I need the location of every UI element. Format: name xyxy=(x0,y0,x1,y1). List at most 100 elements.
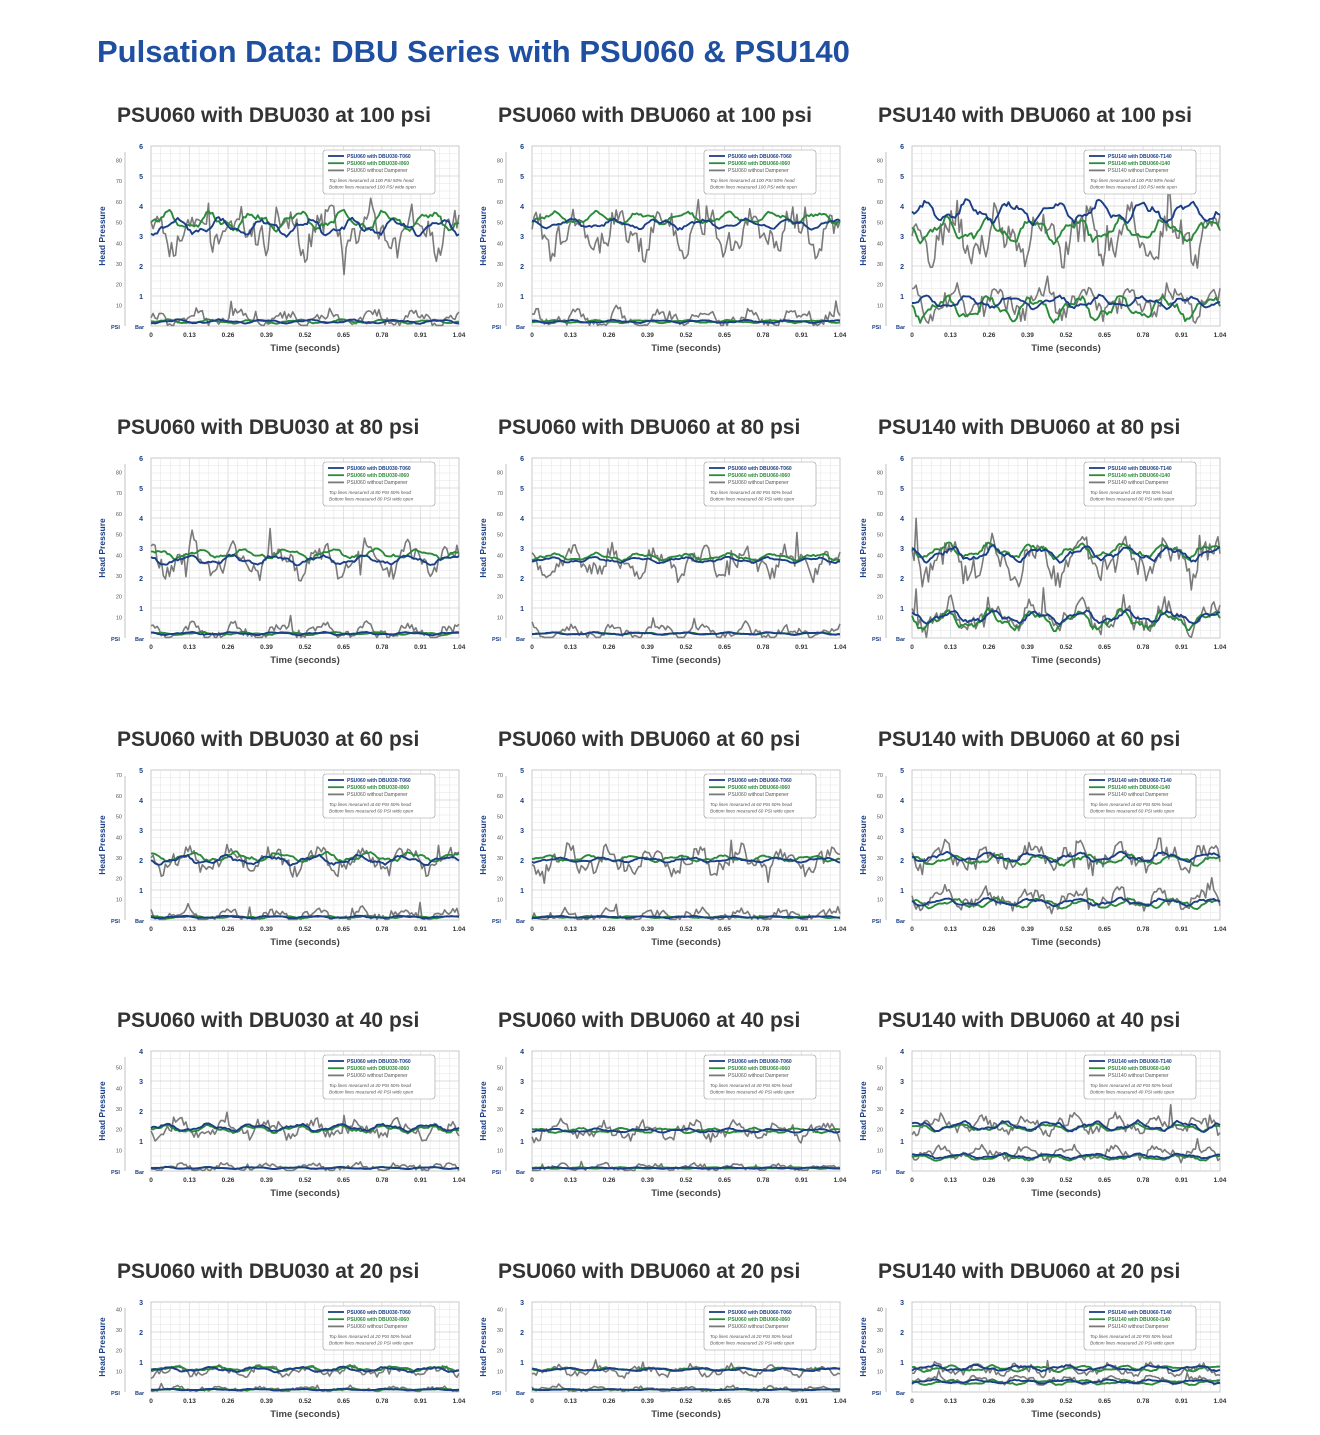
psi-tick-label: 20 xyxy=(497,595,503,601)
psi-tick-label: 30 xyxy=(877,1328,883,1334)
legend-entry: PSU060 with DBU030-T060 xyxy=(347,778,411,784)
pulsation-chart: 80 70 60 50 40 30 20 10 1 2 3 4 5 6 PSI Bar Head Pressur… xyxy=(97,456,466,666)
pulsation-chart: 40 30 20 10 1 2 3 PSI Bar Head Pressure 0 0.13 0.26 0… xyxy=(478,1300,847,1420)
series-line-green-top xyxy=(531,551,841,563)
x-tick-label: 0 xyxy=(910,1177,914,1184)
psi-tick-label: 20 xyxy=(497,877,503,883)
legend-entry: PSU140 without Dampener xyxy=(1108,480,1169,486)
bar-tick-label: 3 xyxy=(139,828,143,835)
legend-note: Top lines measured at 60 PSI 50% head xyxy=(329,802,412,807)
y-axis-label: Head Pressure xyxy=(97,518,107,578)
x-tick-label: 0.78 xyxy=(1137,1398,1150,1405)
series-line-green-top xyxy=(150,547,460,562)
bar-unit-label: Bar xyxy=(896,637,906,643)
y-axis-label: Head Pressure xyxy=(478,206,488,266)
bar-tick-label: 2 xyxy=(520,858,524,865)
psi-tick-label: 20 xyxy=(877,1349,883,1355)
legend-note: Top lines measured at 80 PSI 50% head xyxy=(329,490,412,495)
x-tick-label: 0.26 xyxy=(222,332,235,339)
x-tick-label: 0.65 xyxy=(718,926,731,933)
psi-tick-label: 70 xyxy=(497,491,503,497)
pulsation-chart: 40 30 20 10 1 2 3 PSI Bar Head Pressure 0 0.13 0.26 0… xyxy=(858,1300,1227,1420)
psi-tick-label: 10 xyxy=(497,1148,503,1154)
x-axis-label: Time (seconds) xyxy=(651,655,721,666)
legend-box xyxy=(322,1305,436,1351)
x-tick-label: 0.26 xyxy=(603,1177,616,1184)
psi-tick-label: 50 xyxy=(116,815,122,821)
bar-tick-label: 3 xyxy=(520,1300,524,1307)
x-axis-label: Time (seconds) xyxy=(1031,343,1101,354)
bar-tick-label: 1 xyxy=(520,294,524,301)
x-tick-label: 0.91 xyxy=(795,332,808,339)
psi-tick-label: 20 xyxy=(116,1128,122,1134)
psi-tick-label: 50 xyxy=(877,815,883,821)
bar-tick-label: 4 xyxy=(139,1049,143,1056)
x-tick-label: 0.65 xyxy=(337,1177,350,1184)
x-tick-label: 0.91 xyxy=(1175,926,1188,933)
x-tick-label: 0.26 xyxy=(983,644,996,651)
x-tick-label: 0.91 xyxy=(795,644,808,651)
series-line-blue-bottom xyxy=(151,1387,460,1392)
x-tick-label: 0.13 xyxy=(944,926,957,933)
y-axis-label: Head Pressure xyxy=(858,1081,868,1141)
legend-note: Top lines measured at 40 PSI 50% head xyxy=(710,1083,793,1088)
bar-tick-label: 2 xyxy=(900,576,904,583)
bar-tick-label: 1 xyxy=(520,606,524,613)
series-line-blue-bottom xyxy=(531,1388,841,1392)
psi-tick-label: 60 xyxy=(116,512,122,518)
series-line-gray-bottom xyxy=(911,1137,1221,1164)
pulsation-chart: 70 60 50 40 30 20 10 1 2 3 4 5 PSI Bar Head Pressure 0 0… xyxy=(478,768,847,948)
psi-tick-label: 30 xyxy=(877,574,883,580)
legend-note: Bottom lines measured 100 PSI wide open xyxy=(710,185,797,190)
chart-title: PSU060 with DBU030 at 20 psi xyxy=(117,1260,420,1283)
x-axis-label: Time (seconds) xyxy=(651,1409,721,1420)
x-tick-label: 0.26 xyxy=(603,1398,616,1405)
series-line-blue-top xyxy=(150,1122,460,1133)
series-line-blue-bottom xyxy=(911,608,1221,626)
grid xyxy=(532,458,840,638)
series-line-blue-top xyxy=(150,853,460,867)
bar-tick-label: 5 xyxy=(900,174,904,181)
x-tick-label: 1.04 xyxy=(1214,926,1227,933)
x-tick-label: 0.39 xyxy=(260,644,273,651)
bar-tick-label: 4 xyxy=(520,1049,524,1056)
x-tick-label: 0.13 xyxy=(944,644,957,651)
series-line-green-bottom xyxy=(911,294,1221,324)
x-tick-label: 0.52 xyxy=(1060,1177,1073,1184)
legend-entry: PSU060 with DBU060-I060 xyxy=(728,161,790,167)
x-tick-label: 0.52 xyxy=(1060,1398,1073,1405)
y-axis-label: Head Pressure xyxy=(97,1081,107,1141)
bar-unit-label: Bar xyxy=(516,1170,526,1176)
legend-note: Bottom lines measured 20 PSI wide open xyxy=(1090,1341,1175,1346)
x-tick-label: 0.91 xyxy=(414,1398,427,1405)
x-tick-label: 0.26 xyxy=(983,332,996,339)
x-tick-label: 0.65 xyxy=(718,332,731,339)
x-tick-label: 0.26 xyxy=(603,644,616,651)
grid xyxy=(532,1302,840,1392)
bar-tick-label: 4 xyxy=(900,516,904,523)
psi-tick-label: 80 xyxy=(497,471,503,477)
bar-tick-label: 6 xyxy=(900,456,904,463)
legend-box xyxy=(322,461,436,507)
legend-entry: PSU140 with DBU060-T140 xyxy=(1108,466,1172,472)
psi-tick-label: 70 xyxy=(116,179,122,185)
bar-tick-label: 1 xyxy=(900,888,904,895)
grid xyxy=(151,458,459,638)
x-tick-label: 0.13 xyxy=(183,332,196,339)
psi-unit-label: PSI xyxy=(872,1391,881,1397)
x-tick-label: 0 xyxy=(149,1398,153,1405)
chart-title: PSU060 with DBU030 at 40 psi xyxy=(117,1009,420,1032)
bar-tick-label: 6 xyxy=(139,144,143,151)
legend-note: Bottom lines measured 60 PSI wide open xyxy=(1090,809,1175,814)
psi-tick-label: 40 xyxy=(116,835,122,841)
x-tick-label: 0.26 xyxy=(222,926,235,933)
bar-unit-label: Bar xyxy=(516,919,526,925)
x-tick-label: 0.52 xyxy=(299,1398,312,1405)
x-tick-label: 0.91 xyxy=(795,1398,808,1405)
psi-tick-label: 70 xyxy=(877,179,883,185)
x-tick-label: 0.78 xyxy=(376,1398,389,1405)
psi-tick-label: 20 xyxy=(497,1128,503,1134)
x-tick-label: 0.78 xyxy=(376,1177,389,1184)
legend-entry: PSU060 without Dampener xyxy=(347,168,408,174)
